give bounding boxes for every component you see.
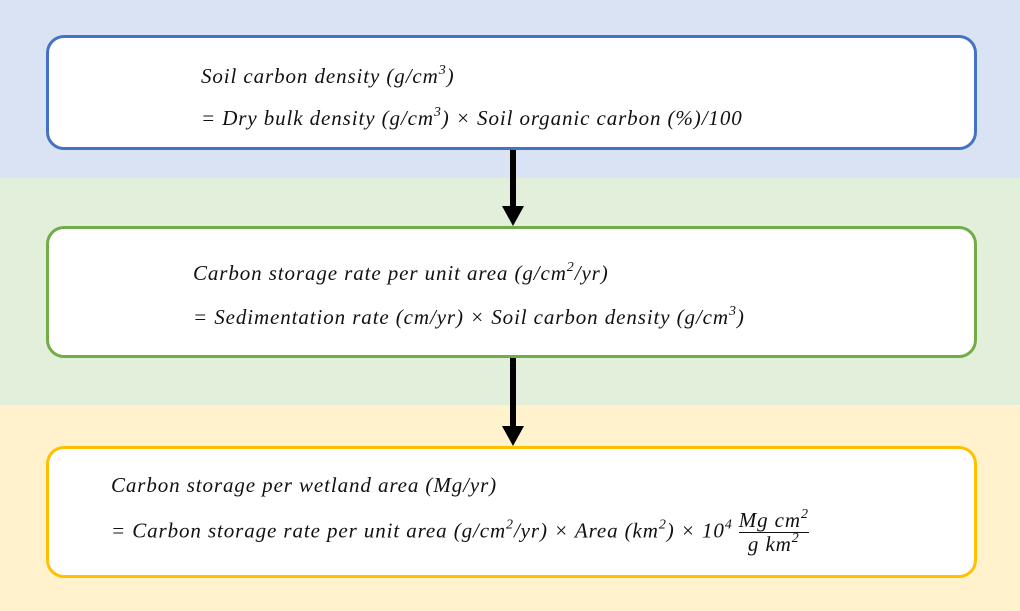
text: ): [446, 64, 455, 88]
formula-box: Soil carbon density (g/cm3) = Dry bulk de…: [46, 35, 977, 150]
formula-line: = Carbon storage rate per unit area (g/c…: [111, 507, 809, 557]
formula-box: Carbon storage rate per unit area (g/cm2…: [46, 226, 977, 358]
arrow-head: [502, 426, 524, 446]
text: Carbon storage rate per unit area (g/cm: [193, 261, 567, 285]
superscript: 3: [728, 304, 737, 319]
text: Carbon storage per wetland area (Mg/yr): [111, 473, 498, 497]
text: ) × Soil organic carbon (%)/100: [441, 106, 743, 130]
arrow-head: [502, 206, 524, 226]
formula-box: Carbon storage per wetland area (Mg/yr) =…: [46, 446, 977, 578]
denominator: g km2: [738, 531, 809, 557]
superscript: 2: [800, 507, 809, 522]
text: = Dry bulk density (g/cm: [201, 106, 434, 130]
text: g km: [747, 532, 792, 557]
fraction: Mg cm2 g km2: [738, 507, 809, 557]
formula-line: Carbon storage per wetland area (Mg/yr): [111, 473, 497, 498]
formula-line: = Dry bulk density (g/cm3) × Soil organi…: [201, 106, 743, 131]
formula-line: Soil carbon density (g/cm3): [201, 64, 455, 89]
superscript: 2: [791, 531, 800, 547]
text: ): [736, 305, 745, 329]
text: /yr): [574, 261, 609, 285]
superscript: 3: [438, 63, 447, 78]
text: = Sedimentation rate (cm/yr) × Soil carb…: [193, 305, 729, 329]
text: /yr) × Area (km: [513, 518, 659, 543]
text: Soil carbon density (g/cm: [201, 64, 439, 88]
numerator: Mg cm2: [738, 507, 809, 532]
superscript: 2: [658, 517, 667, 533]
text: ) × 10: [666, 518, 725, 543]
superscript: 4: [724, 517, 733, 533]
superscript: 2: [506, 517, 514, 533]
superscript: 3: [433, 105, 442, 120]
formula-line: Carbon storage rate per unit area (g/cm2…: [193, 261, 609, 286]
superscript: 2: [566, 260, 575, 275]
text: Mg cm: [738, 508, 801, 532]
text: = Carbon storage rate per unit area (g/c…: [111, 518, 507, 543]
formula-line: = Sedimentation rate (cm/yr) × Soil carb…: [193, 305, 745, 330]
